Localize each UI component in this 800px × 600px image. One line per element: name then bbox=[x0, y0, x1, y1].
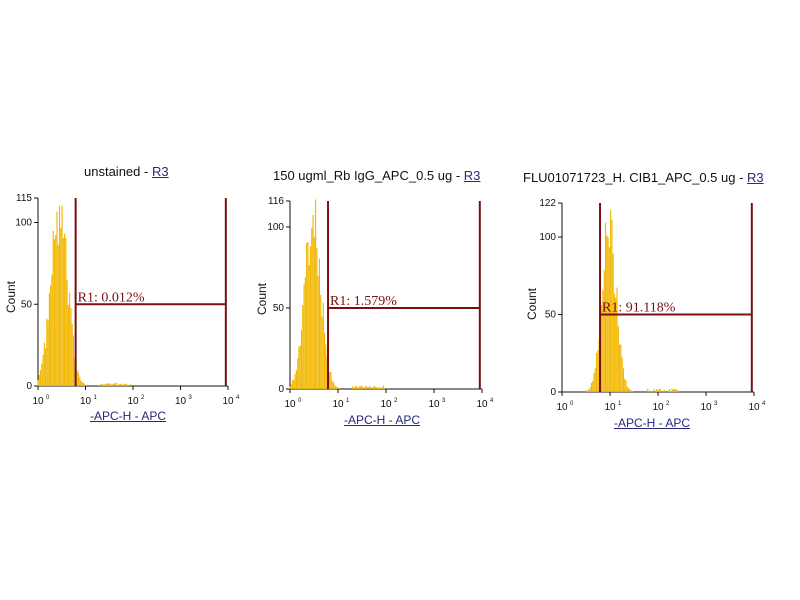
x-tick-exponent: 0 bbox=[46, 395, 50, 401]
gate-percentage-label: R1: 1.579% bbox=[330, 294, 397, 309]
x-tick-exponent: 0 bbox=[298, 398, 302, 404]
chart-title-2: 150 ugml_Rb IgG_APC_0.5 ug - R3 bbox=[273, 168, 480, 183]
x-tick-label: 10 bbox=[476, 399, 488, 410]
x-tick-label: 10 bbox=[556, 402, 568, 413]
y-tick-label: 116 bbox=[268, 196, 284, 207]
chart-title-1-gate-link[interactable]: R3 bbox=[151, 164, 169, 179]
x-tick-label: 10 bbox=[604, 402, 616, 413]
x-axis-label-2: -APC-H - APC bbox=[344, 413, 421, 427]
x-tick-label: 10 bbox=[700, 402, 712, 413]
x-tick-exponent: 3 bbox=[189, 395, 193, 401]
x-tick-label: 10 bbox=[175, 396, 187, 407]
x-tick-exponent: 2 bbox=[394, 398, 398, 404]
x-tick-exponent: 3 bbox=[714, 401, 718, 407]
x-tick-exponent: 1 bbox=[346, 398, 350, 404]
x-tick-label: 10 bbox=[748, 402, 760, 413]
x-tick-label: 10 bbox=[332, 399, 344, 410]
y-tick-label: 115 bbox=[16, 193, 32, 204]
chart-title-2-text: 150 ugml_Rb IgG_APC_0.5 ug bbox=[273, 168, 453, 183]
y-tick-label: 50 bbox=[273, 303, 285, 314]
y-tick-label: 100 bbox=[539, 232, 556, 243]
chart-title-2-separator: - bbox=[452, 168, 464, 183]
x-tick-exponent: 2 bbox=[666, 401, 670, 407]
x-tick-exponent: 4 bbox=[762, 401, 766, 407]
x-tick-label: 10 bbox=[222, 396, 234, 407]
y-tick-label: 0 bbox=[550, 387, 556, 398]
y-tick-label: 0 bbox=[278, 384, 284, 395]
x-axis-label-1: -APC-H - APC bbox=[90, 409, 167, 423]
x-tick-label: 10 bbox=[80, 396, 92, 407]
chart-title-1-text: unstained bbox=[84, 164, 141, 179]
x-tick-exponent: 1 bbox=[618, 401, 622, 407]
chart-title-3: FLU01071723_H. CIB1_APC_0.5 ug - R3 bbox=[523, 170, 764, 185]
chart-title-2-gate-link[interactable]: R3 bbox=[463, 168, 481, 183]
chart-title-3-separator: - bbox=[735, 170, 748, 185]
chart-title-1-separator: - bbox=[140, 164, 152, 179]
chart-title-3-gate-link[interactable]: R3 bbox=[747, 170, 764, 185]
x-tick-label: 10 bbox=[380, 399, 392, 410]
x-tick-label: 10 bbox=[127, 396, 139, 407]
x-axis-label-3: -APC-H - APC bbox=[614, 416, 691, 430]
histogram-bars bbox=[37, 205, 132, 386]
x-tick-exponent: 3 bbox=[442, 398, 446, 404]
x-tick-exponent: 0 bbox=[570, 401, 574, 407]
gate-percentage-label: R1: 91.118% bbox=[602, 301, 676, 316]
y-tick-label: 100 bbox=[15, 218, 32, 229]
x-tick-label: 10 bbox=[284, 399, 296, 410]
y-tick-label: 0 bbox=[26, 381, 32, 392]
x-tick-exponent: 4 bbox=[490, 398, 494, 404]
y-tick-label: 50 bbox=[21, 299, 33, 310]
x-tick-label: 10 bbox=[652, 402, 664, 413]
y-tick-label: 122 bbox=[539, 198, 556, 209]
x-tick-exponent: 2 bbox=[141, 395, 145, 401]
x-tick-exponent: 4 bbox=[236, 395, 240, 401]
x-tick-label: 10 bbox=[32, 396, 44, 407]
chart-title-1: unstained - R3 bbox=[84, 164, 169, 179]
x-tick-exponent: 1 bbox=[94, 395, 98, 401]
y-tick-label: 100 bbox=[267, 222, 284, 233]
chart-title-3-text: FLU01071723_H. CIB1_APC_0.5 ug bbox=[523, 170, 736, 185]
y-tick-label: 50 bbox=[545, 310, 557, 321]
x-tick-label: 10 bbox=[428, 399, 440, 410]
gate-percentage-label: R1: 0.012% bbox=[78, 290, 145, 305]
